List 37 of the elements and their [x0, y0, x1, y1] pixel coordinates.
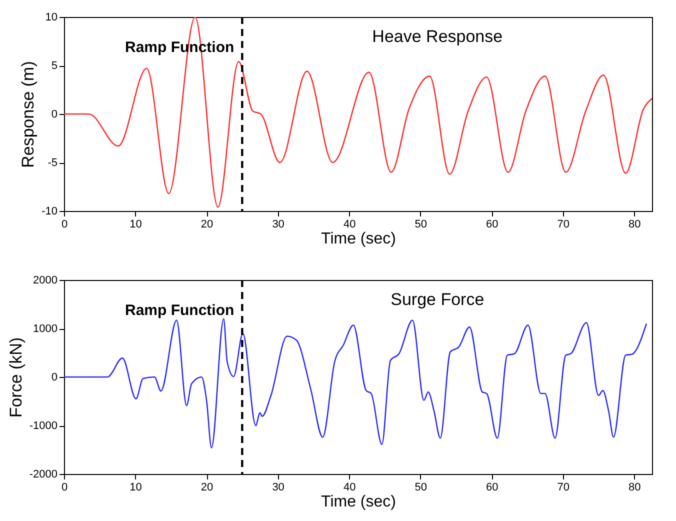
y-axis-title: Response (m): [18, 61, 38, 168]
x-tick-label: 0: [61, 218, 68, 230]
x-tick-label: 80: [628, 218, 641, 230]
y-tick-label: -10: [42, 206, 58, 218]
y-tick-label: -2000: [29, 468, 58, 480]
x-axis-title: Time (sec): [321, 230, 396, 248]
y-tick-label: 0: [51, 372, 58, 384]
ref-line-label: Ramp Function: [125, 302, 234, 319]
x-tick-label: 40: [343, 482, 356, 494]
x-tick-label: 20: [200, 482, 214, 494]
x-tick-label: 60: [486, 482, 498, 494]
x-tick-label: 80: [628, 482, 641, 494]
text: Heave Response: [372, 27, 503, 46]
x-tick-label: 70: [557, 218, 570, 230]
x-tick-label: 10: [130, 218, 142, 230]
line-series: [64, 318, 647, 448]
x-tick-label: 30: [272, 218, 284, 230]
x-axis-title: Time (sec): [321, 494, 396, 510]
y-tick-label: 5: [51, 60, 58, 72]
x-tick-label: 0: [61, 482, 68, 494]
y-tick-label: -1000: [29, 420, 58, 432]
x-tick-label: 70: [557, 482, 570, 494]
text: Surge Force: [390, 290, 484, 309]
y-tick-label: 2000: [33, 274, 58, 286]
x-tick-label: 40: [343, 218, 356, 230]
y-tick-label: 10: [45, 12, 58, 24]
y-tick-label: 0: [51, 108, 58, 120]
y-axis-title: Force (kN): [6, 337, 26, 418]
y-tick-label: 1000: [33, 323, 58, 335]
x-tick-label: 30: [272, 482, 284, 494]
y-tick-label: -5: [48, 157, 58, 169]
x-tick-label: 50: [414, 218, 427, 230]
x-tick-label: 60: [486, 218, 498, 230]
line-series: [64, 17, 652, 208]
x-tick-label: 10: [130, 482, 142, 494]
x-tick-label: 20: [200, 218, 214, 230]
x-tick-label: 50: [414, 482, 427, 494]
